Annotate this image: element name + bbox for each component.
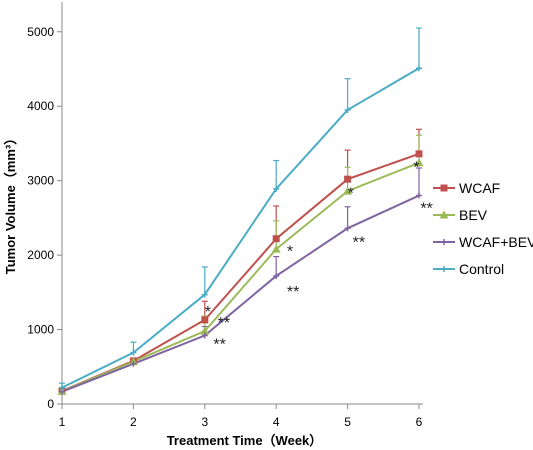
y-tick-label: 5000 bbox=[27, 25, 54, 39]
x-axis-title: Treatment Time（Week） bbox=[167, 433, 323, 448]
data-point bbox=[416, 65, 422, 72]
significance-marker: * bbox=[413, 159, 419, 176]
data-point bbox=[273, 272, 280, 279]
series-line-control bbox=[61, 67, 420, 389]
data-point bbox=[273, 185, 280, 192]
data-point bbox=[416, 192, 422, 199]
data-point bbox=[415, 150, 423, 158]
x-tick-label: 2 bbox=[130, 415, 137, 429]
series-markers bbox=[57, 65, 424, 395]
x-tick-label: 1 bbox=[59, 415, 66, 429]
significance-marker: ** bbox=[287, 284, 299, 301]
series-line-wcaf bbox=[61, 152, 420, 392]
legend-label: WCAF bbox=[459, 180, 500, 196]
y-tick-label: 3000 bbox=[27, 174, 54, 188]
data-point bbox=[130, 360, 137, 367]
legend-label: Control bbox=[459, 261, 504, 277]
data-point bbox=[344, 175, 352, 183]
y-tick-label: 2000 bbox=[27, 248, 54, 262]
data-point bbox=[130, 349, 137, 356]
significance-marker: * bbox=[348, 186, 354, 203]
significance-marker: ** bbox=[353, 235, 365, 252]
series-line-bev bbox=[61, 161, 420, 393]
significance-marker: * bbox=[287, 244, 293, 261]
data-point bbox=[59, 384, 65, 391]
x-tick-label: 4 bbox=[273, 415, 280, 429]
data-point bbox=[271, 244, 281, 253]
data-point bbox=[344, 225, 351, 232]
data-point bbox=[201, 291, 208, 298]
data-point bbox=[201, 332, 208, 339]
y-tick-label: 4000 bbox=[27, 99, 54, 113]
data-point bbox=[200, 326, 210, 335]
data-point bbox=[201, 316, 209, 324]
x-tick-label: 3 bbox=[201, 415, 208, 429]
significance-marker: ** bbox=[213, 337, 225, 354]
data-point bbox=[414, 158, 424, 167]
significance-marker: ** bbox=[218, 315, 230, 332]
data-point bbox=[343, 186, 353, 195]
significance-marker: ** bbox=[420, 200, 432, 217]
legend-marker bbox=[441, 239, 447, 245]
legend-label: WCAF+BEV bbox=[459, 234, 533, 250]
x-tick-label: 5 bbox=[344, 415, 351, 429]
y-axis-title: Tumor Volume（mm³） bbox=[3, 132, 18, 275]
y-tick-label: 0 bbox=[47, 397, 54, 411]
axes: 0 1000 2000 3000 4000 5000 1 2 3 4 5 6 bbox=[27, 2, 423, 429]
legend-marker bbox=[439, 210, 449, 219]
x-tick-label: 6 bbox=[416, 415, 423, 429]
significance-annotations: ************** bbox=[205, 159, 433, 353]
error-bars bbox=[59, 27, 422, 388]
significance-marker: * bbox=[205, 304, 211, 321]
legend: WCAF BEV WCAF+BEV Control bbox=[433, 180, 533, 277]
legend-marker bbox=[440, 184, 448, 192]
y-tick-label: 1000 bbox=[27, 323, 54, 337]
series-line-wcaf-bev bbox=[61, 194, 420, 393]
data-point bbox=[344, 106, 351, 113]
legend-marker bbox=[441, 266, 447, 272]
data-point bbox=[272, 235, 280, 243]
series-lines bbox=[61, 67, 420, 393]
legend-label: BEV bbox=[459, 207, 488, 223]
